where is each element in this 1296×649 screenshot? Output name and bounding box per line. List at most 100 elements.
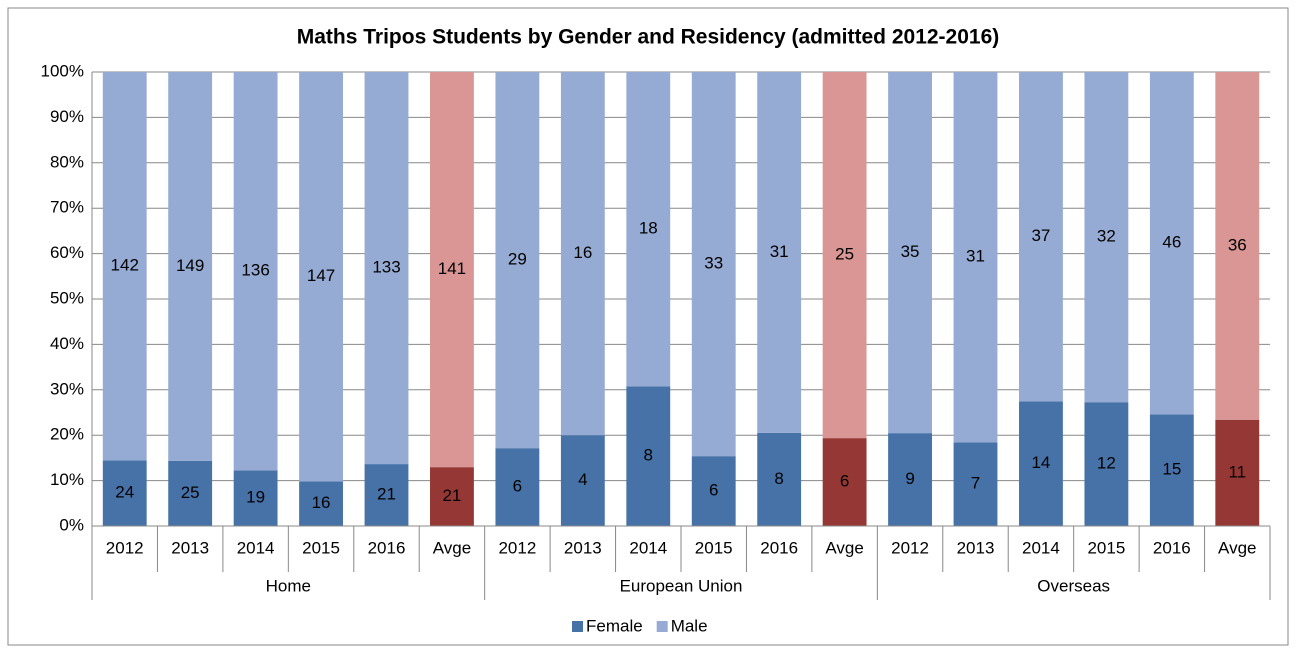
bar-segment	[430, 72, 474, 468]
bar-segment	[757, 72, 802, 433]
bar-segment	[299, 481, 343, 526]
legend-swatch	[656, 621, 668, 632]
bar-segment	[1019, 401, 1063, 526]
bar-segment	[102, 460, 147, 526]
bar-segment	[953, 442, 998, 526]
data-label: 12	[1097, 454, 1116, 473]
data-label: 21	[442, 486, 461, 505]
y-tick-label: 70%	[50, 198, 84, 217]
data-label: 6	[709, 481, 718, 500]
data-label: 24	[115, 483, 134, 502]
data-label: 147	[307, 266, 335, 285]
bar-segment	[495, 72, 540, 449]
data-label: 21	[377, 485, 396, 504]
bar-segment	[364, 72, 409, 465]
bar-segment	[560, 435, 605, 526]
x-tick-label: 2015	[695, 538, 733, 557]
x-tick-label: 2015	[302, 538, 340, 557]
legend-label: Male	[671, 616, 708, 635]
x-tick-label: 2013	[564, 538, 602, 557]
data-label: 142	[111, 256, 139, 275]
x-tick-label: 2012	[106, 538, 144, 557]
bar-segment	[233, 72, 278, 471]
x-tick-label: 2015	[1087, 538, 1125, 557]
data-label: 16	[312, 493, 331, 512]
data-label: 149	[176, 256, 204, 275]
x-tick-label: Avge	[1218, 538, 1256, 557]
bar-segment	[168, 72, 213, 461]
chart-title: Maths Tripos Students by Gender and Resi…	[297, 26, 1000, 49]
bar-segment	[822, 438, 867, 526]
data-label: 7	[971, 474, 980, 493]
data-label: 133	[372, 258, 400, 277]
data-label: 14	[1031, 453, 1050, 472]
data-label: 4	[578, 470, 587, 489]
x-tick-label: 2016	[760, 538, 798, 557]
bar-segment	[953, 72, 998, 443]
data-label: 25	[181, 483, 200, 502]
data-label: 36	[1228, 235, 1247, 254]
x-tick-label: 2014	[1022, 538, 1060, 557]
bar-segment	[1149, 414, 1194, 526]
y-tick-label: 90%	[50, 107, 84, 126]
data-label: 19	[246, 488, 265, 507]
bar-segment	[233, 470, 278, 526]
bar-segment	[626, 386, 671, 526]
bar-segment	[691, 72, 736, 457]
data-label: 15	[1162, 460, 1181, 479]
legend-label: Female	[586, 616, 643, 635]
bar-segment	[1019, 72, 1063, 402]
bar-segment	[1084, 72, 1129, 403]
bar-segment	[168, 460, 213, 526]
x-tick-label: 2014	[629, 538, 667, 557]
data-label: 11	[1228, 462, 1246, 481]
x-tick-label: 2016	[1153, 538, 1191, 557]
x-tick-label: 2014	[237, 538, 275, 557]
y-tick-label: 20%	[50, 425, 84, 444]
bar-segment	[822, 72, 867, 439]
data-label: 33	[704, 254, 723, 273]
y-tick-label: 10%	[50, 470, 84, 489]
y-tick-label: 50%	[50, 288, 84, 307]
y-tick-label: 60%	[50, 243, 84, 262]
bar-segment	[364, 464, 409, 526]
data-label: 37	[1031, 226, 1050, 245]
data-label: 141	[438, 259, 466, 278]
y-tick-label: 30%	[50, 379, 84, 398]
y-tick-label: 0%	[59, 515, 84, 534]
y-tick-label: 40%	[50, 334, 84, 353]
data-label: 31	[770, 242, 789, 261]
group-label: Home	[266, 576, 311, 595]
data-label: 18	[639, 219, 658, 238]
data-label: 16	[573, 243, 592, 262]
data-label: 8	[774, 469, 783, 488]
bar-segment	[888, 72, 932, 434]
bar-segment	[1084, 402, 1129, 526]
data-label: 35	[901, 242, 920, 261]
x-tick-label: 2012	[498, 538, 536, 557]
x-tick-label: 2013	[171, 538, 209, 557]
data-label: 25	[835, 245, 854, 264]
bar-segment	[430, 467, 474, 526]
bar-segment	[1215, 72, 1260, 420]
data-label: 6	[513, 477, 522, 496]
group-label: Overseas	[1037, 576, 1110, 595]
data-label: 6	[840, 472, 849, 491]
y-tick-label: 80%	[50, 152, 84, 171]
bar-segment	[495, 448, 540, 526]
data-label: 29	[508, 250, 527, 269]
bar-segment	[299, 72, 343, 482]
bar-segment	[888, 433, 932, 526]
bar-segment	[626, 72, 671, 387]
bar-segment	[102, 72, 147, 461]
x-tick-label: 2016	[368, 538, 406, 557]
bar-segment	[1149, 72, 1194, 415]
bar-segment	[691, 456, 736, 526]
data-label: 8	[644, 446, 653, 465]
data-label: 32	[1097, 227, 1116, 246]
x-tick-label: Avge	[433, 538, 471, 557]
data-label: 136	[241, 261, 269, 280]
data-label: 9	[905, 469, 914, 488]
legend-swatch	[572, 621, 583, 632]
